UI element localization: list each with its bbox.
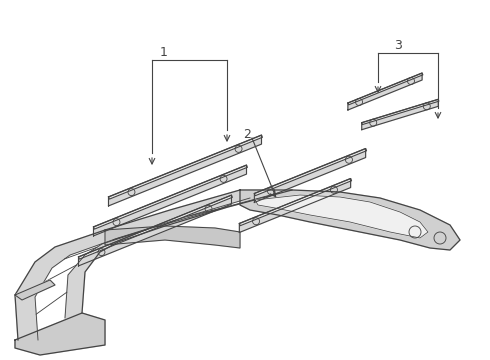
Polygon shape: [108, 135, 262, 199]
Polygon shape: [15, 313, 105, 355]
Polygon shape: [255, 195, 428, 238]
Polygon shape: [254, 149, 367, 196]
Polygon shape: [78, 195, 231, 266]
Polygon shape: [254, 149, 366, 202]
Polygon shape: [240, 179, 351, 233]
Text: 2: 2: [243, 127, 251, 140]
Polygon shape: [78, 195, 232, 259]
Polygon shape: [65, 190, 292, 318]
Text: 1: 1: [160, 45, 168, 59]
Polygon shape: [105, 226, 240, 248]
Polygon shape: [108, 135, 262, 206]
Polygon shape: [348, 73, 422, 110]
Polygon shape: [15, 280, 55, 300]
Polygon shape: [240, 190, 460, 250]
Polygon shape: [94, 165, 247, 229]
Polygon shape: [94, 165, 246, 236]
Polygon shape: [348, 73, 423, 105]
Polygon shape: [362, 99, 438, 130]
Text: 3: 3: [394, 39, 402, 51]
Polygon shape: [362, 99, 439, 125]
Polygon shape: [240, 179, 351, 226]
Polygon shape: [15, 190, 250, 340]
